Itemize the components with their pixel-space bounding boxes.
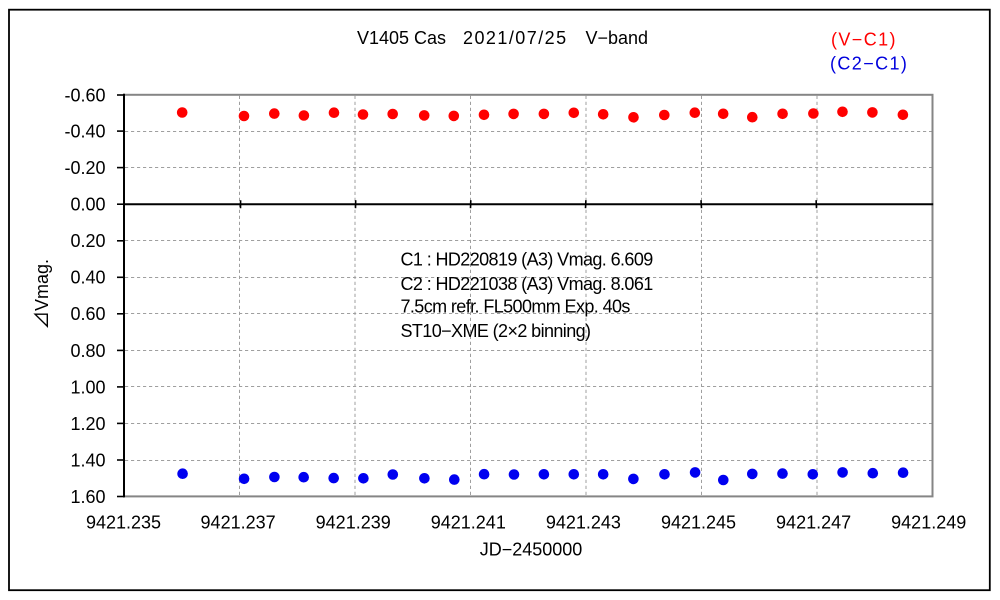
svg-text:9421.245: 9421.245 <box>661 512 736 532</box>
svg-text:2021/07/25: 2021/07/25 <box>463 28 568 48</box>
svg-text:9421.243: 9421.243 <box>546 512 621 532</box>
svg-text:V1405 Cas: V1405 Cas <box>357 28 446 48</box>
svg-text:C2 : HD221038 (A3) Vmag. 8.061: C2 : HD221038 (A3) Vmag. 8.061 <box>401 274 654 294</box>
svg-text:ST10−XME (2×2 binning): ST10−XME (2×2 binning) <box>401 321 591 341</box>
svg-text:(V−C1): (V−C1) <box>831 29 897 49</box>
svg-text:9421.249: 9421.249 <box>891 512 966 532</box>
svg-text:1.00: 1.00 <box>70 377 105 397</box>
svg-text:-0.60: -0.60 <box>64 85 105 105</box>
svg-text:9421.239: 9421.239 <box>316 512 391 532</box>
svg-text:0.60: 0.60 <box>70 304 105 324</box>
svg-text:C1 : HD220819 (A3) Vmag. 6.609: C1 : HD220819 (A3) Vmag. 6.609 <box>401 249 654 269</box>
svg-text:1.40: 1.40 <box>70 450 105 470</box>
svg-text:9421.241: 9421.241 <box>431 512 506 532</box>
svg-text:JD−2450000: JD−2450000 <box>480 539 583 559</box>
svg-text:0.80: 0.80 <box>70 341 105 361</box>
svg-text:0.40: 0.40 <box>70 268 105 288</box>
svg-text:V−band: V−band <box>585 28 648 48</box>
svg-text:0.20: 0.20 <box>70 231 105 251</box>
svg-text:9421.235: 9421.235 <box>86 512 161 532</box>
svg-text:-0.40: -0.40 <box>64 122 105 142</box>
svg-text:7.5cm refr. FL500mm Exp. 40s: 7.5cm refr. FL500mm Exp. 40s <box>401 297 631 317</box>
svg-text:1.20: 1.20 <box>70 414 105 434</box>
svg-text:9421.247: 9421.247 <box>776 512 851 532</box>
svg-text:-0.20: -0.20 <box>64 158 105 178</box>
svg-text:Vmag.: Vmag. <box>32 259 52 311</box>
svg-text:1.60: 1.60 <box>70 487 105 507</box>
svg-text:(C2−C1): (C2−C1) <box>830 53 908 73</box>
svg-text:0.00: 0.00 <box>70 195 105 215</box>
svg-text:9421.237: 9421.237 <box>201 512 276 532</box>
